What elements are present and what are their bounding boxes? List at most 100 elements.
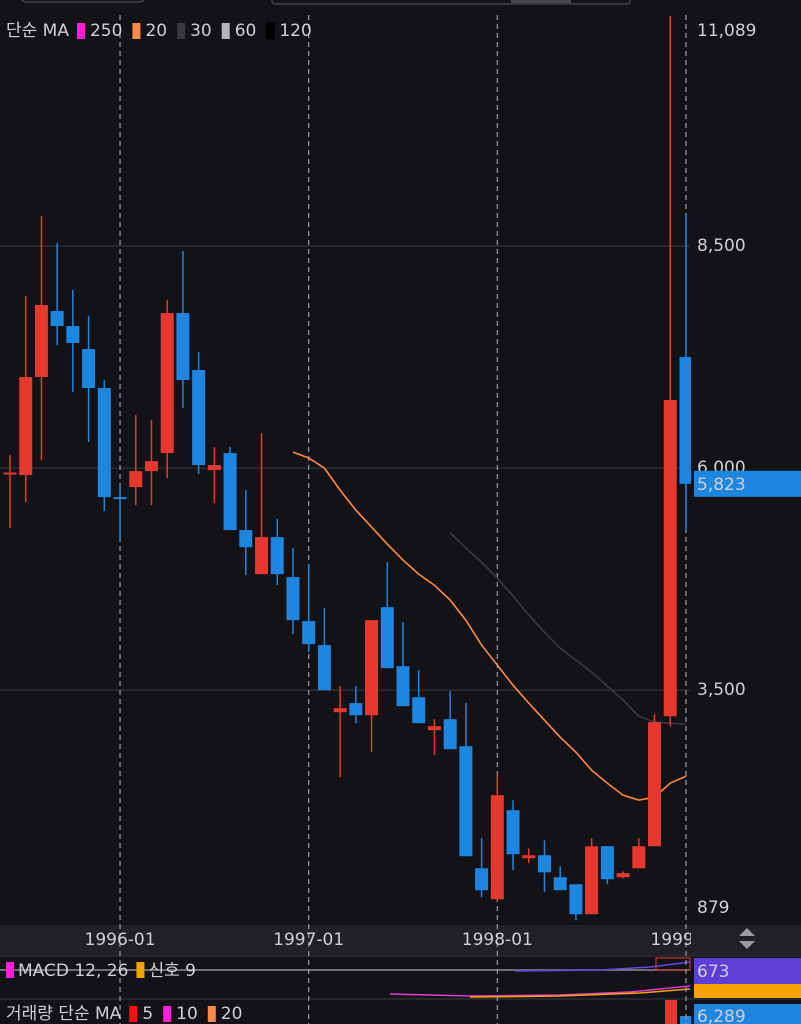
candle-body bbox=[632, 846, 646, 869]
candle-body bbox=[663, 400, 677, 717]
candle-body bbox=[569, 884, 583, 915]
candle-body bbox=[19, 377, 33, 476]
legend-label: 30 bbox=[190, 21, 212, 41]
y-tick-label: 3,500 bbox=[697, 680, 746, 700]
legend-swatch bbox=[163, 1006, 172, 1022]
legend-swatch bbox=[207, 1006, 216, 1022]
candle-body bbox=[380, 607, 394, 669]
x-tick-label: 1997-01 bbox=[273, 930, 344, 950]
candle-body bbox=[506, 810, 520, 855]
candle-body bbox=[239, 530, 253, 548]
candle-body bbox=[255, 537, 269, 575]
candle-body bbox=[144, 461, 158, 472]
legend-swatch bbox=[76, 23, 85, 39]
arrow-down[interactable] bbox=[739, 941, 755, 949]
arrow-up[interactable] bbox=[739, 928, 755, 936]
candle-body bbox=[66, 326, 80, 343]
candle-body bbox=[129, 471, 143, 488]
signal-line bbox=[469, 988, 691, 998]
candle-body bbox=[427, 726, 441, 731]
legend-title: 단순 MA bbox=[6, 21, 69, 41]
candle-body bbox=[176, 313, 190, 381]
candle-body bbox=[553, 877, 567, 891]
candle-body bbox=[3, 472, 17, 475]
candle-body bbox=[600, 846, 614, 880]
candle-body bbox=[490, 795, 504, 900]
macd-line-2 bbox=[389, 985, 691, 997]
candle-body bbox=[192, 370, 206, 466]
x-axis-strip bbox=[0, 925, 801, 955]
legend-swatch bbox=[132, 23, 141, 39]
candle-body bbox=[160, 313, 174, 454]
candle-body bbox=[82, 349, 96, 389]
candle-body bbox=[207, 465, 221, 471]
macd-line bbox=[514, 961, 691, 972]
moving-average-line bbox=[449, 532, 687, 725]
volume-legend-item: 10 bbox=[176, 1004, 198, 1024]
moving-average-line bbox=[292, 451, 687, 801]
volume-bar bbox=[680, 1016, 691, 1024]
candle-body bbox=[679, 357, 691, 484]
x-tick-label: 1999-01 bbox=[650, 930, 721, 950]
signal-value-box bbox=[694, 984, 801, 998]
candle-body bbox=[475, 868, 489, 891]
legend-swatch bbox=[129, 1006, 138, 1022]
toolbar-tabs[interactable] bbox=[271, 0, 631, 5]
legend-swatch bbox=[6, 962, 14, 978]
macd-histogram bbox=[655, 957, 691, 971]
legend-swatch bbox=[177, 23, 186, 39]
candle-body bbox=[648, 722, 662, 847]
legend-swatch bbox=[265, 22, 275, 40]
legend-label: 20 bbox=[145, 21, 167, 41]
volume-bar bbox=[665, 1000, 677, 1024]
volume-legend-label: 거래량 단순 MA bbox=[6, 1004, 122, 1024]
signal-legend-label: 신호 9 bbox=[148, 961, 196, 981]
candle-body bbox=[522, 855, 536, 859]
candle-body bbox=[333, 708, 347, 713]
x-tick-label: 1996-01 bbox=[85, 930, 156, 950]
last-price-box bbox=[694, 470, 801, 497]
candle-body bbox=[443, 719, 457, 750]
volume-legend-item: 20 bbox=[221, 1004, 243, 1024]
toolbar-tab-active[interactable] bbox=[511, 0, 571, 3]
candle-body bbox=[50, 311, 64, 327]
candle-body bbox=[34, 304, 48, 378]
candle-body bbox=[97, 388, 111, 498]
candle-body bbox=[412, 697, 426, 724]
toolbar-button[interactable] bbox=[20, 0, 145, 3]
macd-lines bbox=[0, 957, 691, 998]
candle-body bbox=[317, 645, 331, 691]
legend-label: 250 bbox=[90, 21, 122, 41]
x-tick-label: 1998-01 bbox=[462, 930, 533, 950]
y-tick-label: 8,500 bbox=[697, 236, 746, 256]
y-tick-label: 879 bbox=[697, 898, 729, 918]
volume-value-box bbox=[694, 1004, 801, 1024]
volume-legend-item: 5 bbox=[142, 1004, 153, 1024]
candle-body bbox=[286, 577, 300, 621]
candle-body bbox=[585, 846, 599, 915]
legend-swatch bbox=[221, 23, 230, 39]
candle-body bbox=[459, 746, 473, 857]
candle-body bbox=[113, 497, 127, 500]
volume-value-label: 6,289 bbox=[697, 1007, 746, 1024]
candle-body bbox=[223, 453, 237, 531]
candle-body bbox=[396, 666, 410, 707]
last-price-label: 5,823 bbox=[697, 475, 746, 495]
legend-label: 120 bbox=[279, 21, 311, 41]
axis-scroll-icon[interactable] bbox=[739, 928, 755, 949]
macd-legend-label: MACD 12, 26 bbox=[18, 961, 128, 981]
macd-value-box bbox=[694, 958, 801, 984]
macd-value-label: 673 bbox=[697, 962, 729, 982]
candle-body bbox=[302, 621, 316, 645]
candle-body bbox=[537, 855, 551, 873]
y-tick-label: 11,089 bbox=[697, 21, 756, 41]
candle-body bbox=[270, 537, 284, 575]
candle-body bbox=[349, 703, 363, 716]
legend-label: 60 bbox=[235, 21, 257, 41]
plot-area: 1996-01 1997-01 1998-01 1999-01 bbox=[0, 15, 721, 1024]
candle-body bbox=[616, 873, 630, 878]
candle-body bbox=[365, 620, 379, 716]
legend-swatch bbox=[136, 962, 145, 978]
